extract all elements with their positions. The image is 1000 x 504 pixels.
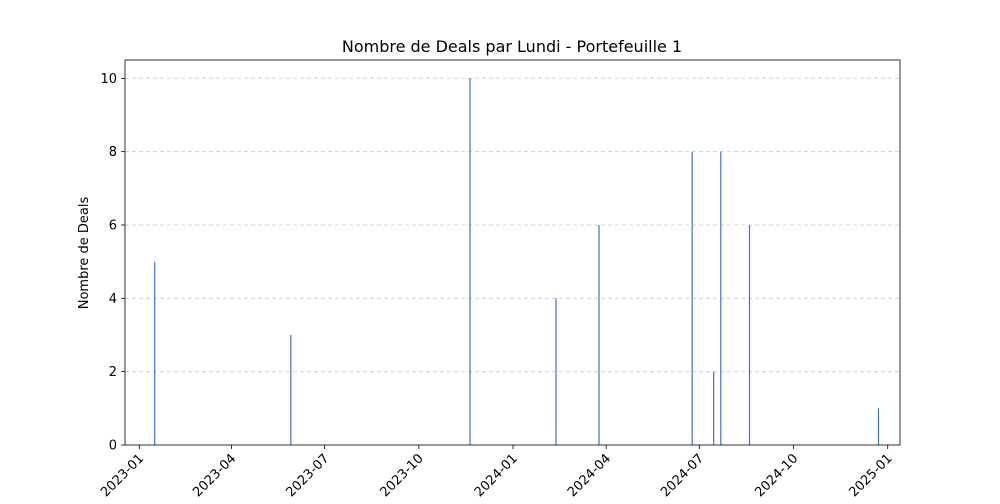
x-tick-label: 2025-01 (847, 451, 896, 500)
bar (713, 371, 715, 445)
x-tick-label: 2024-07 (658, 451, 707, 500)
x-tick-label: 2024-01 (472, 451, 521, 500)
bar (720, 151, 722, 445)
bar (555, 298, 557, 445)
bar (598, 225, 600, 445)
bar (691, 151, 693, 445)
x-tick-label: 2023-07 (283, 451, 332, 500)
axes: 0 2 4 6 8 10 2023-01 2023-04 2023-07 2023-10 2024-… (98, 59, 901, 500)
y-tick-label: 8 (109, 145, 117, 160)
x-tick-label: 2023-01 (98, 451, 147, 500)
x-tick-label: 2024-04 (565, 451, 614, 500)
y-tick-label: 0 (109, 439, 117, 454)
y-tick-label: 2 (109, 365, 117, 380)
grid-lines (125, 77, 900, 373)
bar (154, 261, 156, 445)
x-tick-label: 2024-10 (752, 451, 801, 500)
bar (290, 335, 292, 445)
bar (469, 78, 471, 445)
y-axis-label: Nombre de Deals (77, 197, 92, 310)
bars (154, 78, 880, 445)
chart-title: Nombre de Deals par Lundi - Portefeuille… (342, 37, 682, 56)
y-tick-label: 4 (109, 292, 117, 307)
y-tick-label: 6 (109, 219, 117, 234)
bar (877, 408, 880, 445)
x-tick-label: 2023-04 (190, 451, 239, 500)
y-tick-label: 10 (100, 72, 117, 87)
x-tick-label: 2023-10 (378, 451, 427, 500)
bar (748, 225, 751, 445)
plot-frame (124, 59, 901, 446)
